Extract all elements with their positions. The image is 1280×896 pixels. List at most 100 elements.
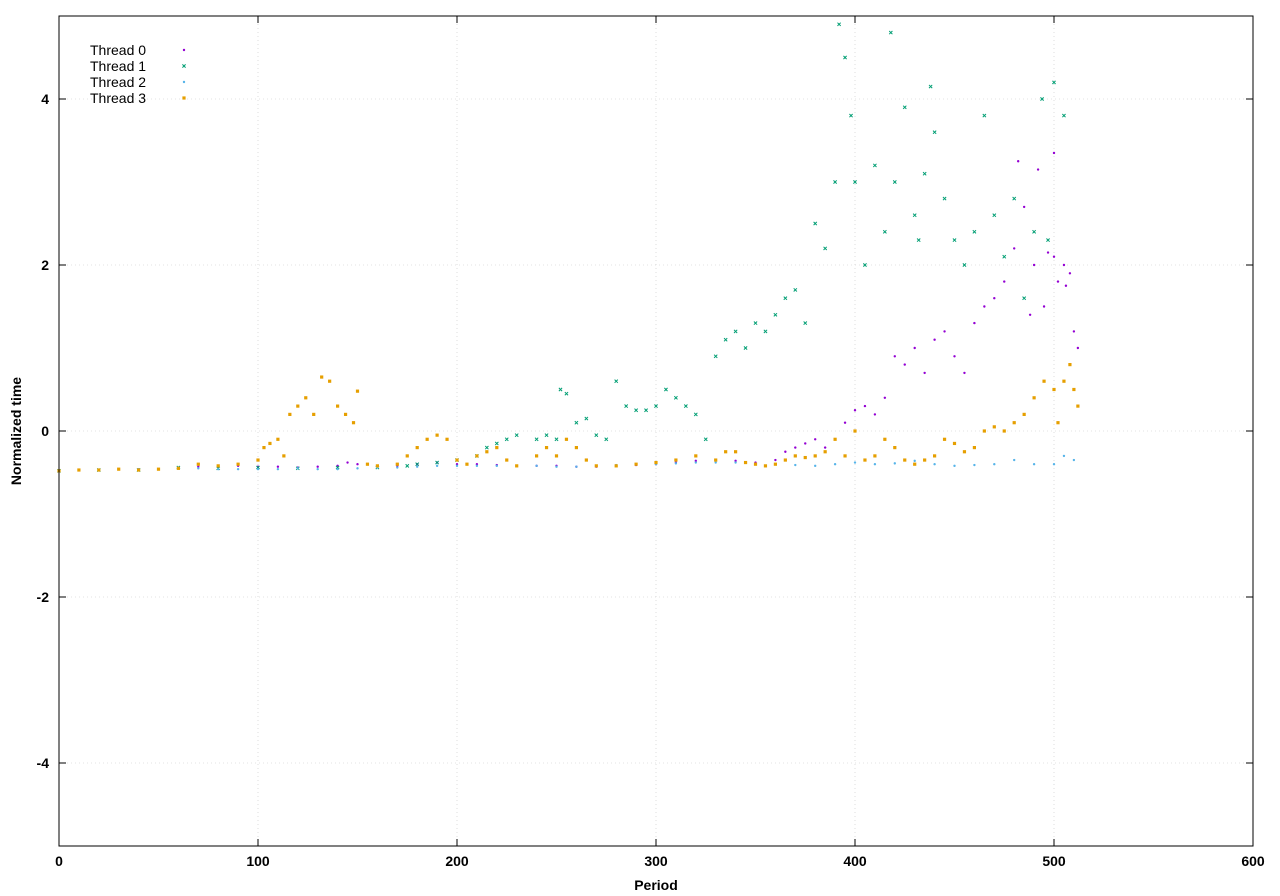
data-point [504, 437, 509, 442]
y-tick-label: 0 [41, 423, 49, 439]
data-point [913, 459, 916, 463]
data-point [296, 467, 299, 470]
data-point [663, 387, 668, 392]
data-point [833, 437, 837, 441]
data-point [753, 321, 758, 326]
data-point [733, 329, 738, 334]
data-point [117, 467, 121, 471]
data-point [794, 446, 797, 449]
data-point [624, 404, 629, 409]
data-point [862, 263, 867, 267]
data-point [304, 396, 308, 400]
data-point [236, 467, 240, 471]
series-points [57, 22, 1080, 473]
x-tick-label: 200 [445, 853, 469, 869]
data-point [1040, 97, 1045, 101]
data-point [564, 391, 569, 396]
legend-marker [182, 96, 186, 100]
data-point [973, 463, 976, 467]
data-point [405, 463, 410, 468]
data-point [1012, 421, 1016, 425]
data-point [574, 420, 579, 425]
data-point [873, 463, 877, 466]
data-point [983, 305, 986, 308]
data-point [217, 467, 220, 471]
data-point [1061, 113, 1066, 118]
data-point [1032, 263, 1036, 267]
data-point [574, 446, 578, 450]
data-point [564, 437, 569, 441]
data-point [282, 454, 286, 458]
x-tick-label: 500 [1042, 853, 1066, 869]
y-tick-label: -2 [37, 589, 50, 605]
data-point [913, 346, 916, 350]
data-point [336, 404, 340, 408]
data-point [316, 465, 319, 468]
legend-label: Thread 0 [90, 42, 146, 58]
data-point [77, 468, 81, 472]
data-point [312, 412, 316, 416]
x-tick-label: 0 [55, 853, 63, 869]
data-point [783, 458, 787, 462]
data-point [494, 441, 499, 446]
data-point [694, 461, 697, 464]
data-point [276, 465, 280, 468]
y-tick-label: 2 [41, 257, 49, 273]
data-point [435, 464, 439, 468]
data-point [375, 464, 379, 468]
data-point [351, 421, 356, 425]
data-point [893, 355, 896, 358]
data-point [953, 464, 956, 468]
x-axis-title: Period [634, 877, 678, 893]
data-point [425, 437, 429, 441]
data-point [654, 460, 658, 465]
data-point [555, 465, 558, 468]
data-point [288, 412, 292, 416]
data-point [674, 462, 678, 465]
data-point [475, 454, 479, 458]
data-point [793, 454, 797, 458]
data-point [614, 379, 619, 384]
data-point [328, 379, 332, 383]
legend-marker [182, 80, 186, 84]
data-point [913, 462, 917, 466]
data-point [1072, 387, 1076, 392]
data-point [743, 460, 748, 465]
data-point [604, 437, 609, 442]
data-point [803, 321, 808, 326]
data-point [584, 416, 589, 421]
data-point [296, 404, 300, 408]
data-point [1046, 251, 1050, 254]
data-point [1042, 379, 1046, 383]
data-point [972, 229, 977, 234]
data-point [654, 404, 658, 409]
data-point [882, 229, 887, 234]
data-point [1068, 272, 1072, 275]
data-point [515, 464, 519, 468]
data-point [843, 421, 847, 424]
data-point [396, 466, 399, 469]
series-3 [57, 363, 1080, 473]
data-point [415, 446, 419, 450]
data-point [575, 465, 578, 468]
data-point [1022, 412, 1026, 416]
data-point [316, 467, 319, 471]
data-point [505, 458, 509, 462]
data-point [1056, 421, 1060, 425]
data-point [953, 355, 956, 358]
data-point [962, 450, 967, 454]
data-point [1042, 305, 1046, 308]
data-point [693, 412, 698, 417]
data-point [873, 454, 877, 458]
data-point [137, 468, 141, 472]
data-point [445, 437, 449, 441]
data-point [176, 466, 180, 470]
data-point [774, 458, 777, 462]
data-point [1032, 229, 1037, 234]
data-point [256, 467, 260, 471]
data-point [973, 321, 976, 325]
data-point [773, 462, 777, 466]
data-point [554, 454, 559, 458]
legend-label: Thread 1 [90, 58, 146, 74]
